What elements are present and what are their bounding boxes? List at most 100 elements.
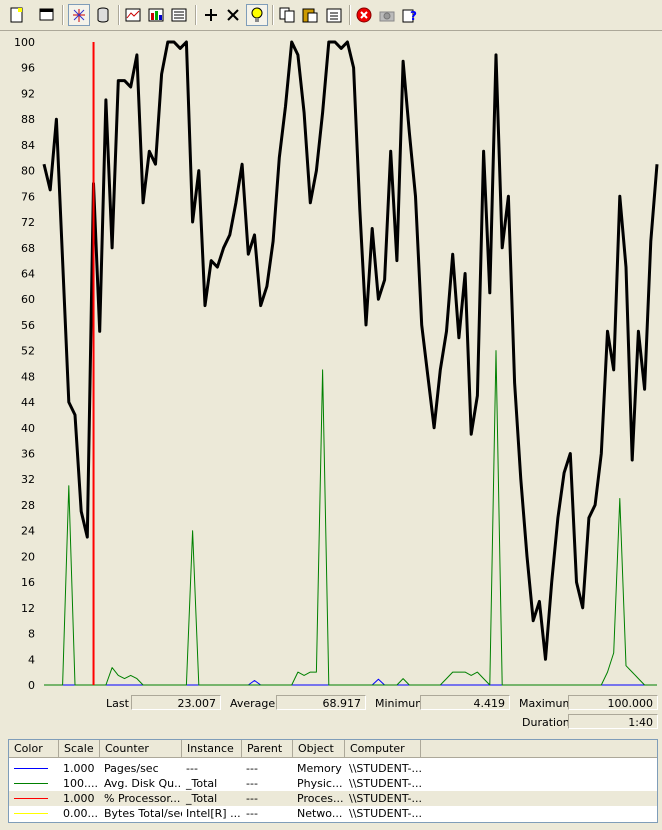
y-tick-label: 28 <box>21 499 35 512</box>
performance-graph: 1009692888480767268646056524844403632282… <box>14 36 659 692</box>
toolbar-separator <box>349 5 351 25</box>
legend-instance: _Total <box>186 792 218 805</box>
delete-counter-icon[interactable] <box>222 4 244 26</box>
legend-row-selected[interactable]: 1.000 % Processor... _Total --- Proces..… <box>9 791 657 806</box>
column-header-color[interactable]: Color <box>9 740 59 757</box>
y-tick-label: 72 <box>21 216 35 229</box>
y-tick-label: 68 <box>21 242 35 255</box>
legend-counter: Bytes Total/sec <box>104 807 182 820</box>
legend-counter: Pages/sec <box>104 762 159 775</box>
paste-counter-list-icon[interactable] <box>299 4 321 26</box>
y-tick-label: 32 <box>21 473 35 486</box>
legend-scale: 1.000 <box>63 762 95 775</box>
column-header-scale[interactable]: Scale <box>59 740 100 757</box>
column-header-instance[interactable]: Instance <box>182 740 242 757</box>
y-tick-label: 8 <box>28 628 35 641</box>
view-log-data-icon[interactable] <box>92 4 114 26</box>
legend-object: Proces... <box>297 792 344 805</box>
toolbar-separator <box>118 5 120 25</box>
series-line-avg-disk-qu <box>44 350 657 686</box>
maximum-label: Maximum <box>519 697 574 710</box>
legend-counter: Avg. Disk Qu... <box>104 777 182 790</box>
legend-parent: --- <box>246 792 258 805</box>
y-tick-label: 40 <box>21 422 35 435</box>
legend-computer: \\STUDENT-... <box>349 777 422 790</box>
y-tick-label: 56 <box>21 319 35 332</box>
y-tick-label: 52 <box>21 345 35 358</box>
minimum-label: Minimum <box>375 697 426 710</box>
column-header-computer[interactable]: Computer <box>345 740 421 757</box>
legend-instance: _Total <box>186 777 218 790</box>
legend-object: Memory <box>297 762 342 775</box>
y-tick-label: 36 <box>21 448 35 461</box>
average-label: Average <box>230 697 276 710</box>
legend-parent: --- <box>246 762 258 775</box>
legend-header: Color Scale Counter Instance Parent Obje… <box>9 740 657 758</box>
legend-scale: 0.00... <box>63 807 98 820</box>
legend-object: Physic... <box>297 777 343 790</box>
view-current-activity-icon[interactable] <box>68 4 90 26</box>
y-tick-label: 84 <box>21 139 35 152</box>
legend-computer: \\STUDENT-... <box>349 807 422 820</box>
properties-icon[interactable] <box>323 4 345 26</box>
legend-scale: 100.... <box>63 777 98 790</box>
view-histogram-icon[interactable] <box>145 4 167 26</box>
y-tick-label: 60 <box>21 293 35 306</box>
legend-parent: --- <box>246 807 258 820</box>
legend-computer: \\STUDENT-... <box>349 792 422 805</box>
legend-row[interactable]: 1.000 Pages/sec --- --- Memory \\STUDENT… <box>9 761 657 776</box>
series-line--processor <box>42 40 659 661</box>
series-line-pages-sec <box>44 678 657 686</box>
legend-instance: --- <box>186 762 198 775</box>
y-tick-label: 48 <box>21 370 35 383</box>
update-data-icon[interactable] <box>376 4 398 26</box>
duration-value: 1:40 <box>568 714 658 729</box>
y-tick-label: 16 <box>21 576 35 589</box>
legend-instance: Intel[R] ... <box>186 807 241 820</box>
color-swatch <box>14 783 48 784</box>
color-swatch <box>14 798 48 799</box>
toolbar-separator <box>272 5 274 25</box>
highlight-icon[interactable] <box>246 4 268 26</box>
toolbar: ? <box>0 0 662 31</box>
column-header-object[interactable]: Object <box>293 740 345 757</box>
y-tick-label: 76 <box>21 190 35 203</box>
graph-panel: 100 96 92 88 84 80 76 72 68 64 60 56 52 48 44 40 36 32 28 2… <box>0 30 662 692</box>
y-tick-label: 88 <box>21 113 35 126</box>
legend-object: Netwo... <box>297 807 343 820</box>
svg-text:?: ? <box>410 9 417 23</box>
duration-label: Duration <box>522 716 570 729</box>
y-tick-label: 44 <box>21 396 35 409</box>
freeze-display-icon[interactable] <box>353 4 375 26</box>
y-tick-label: 100 <box>14 36 35 49</box>
view-graph-icon[interactable] <box>122 4 144 26</box>
y-tick-label: 12 <box>21 602 35 615</box>
y-tick-label: 4 <box>28 653 35 666</box>
last-value: 23.007 <box>131 695 221 710</box>
help-icon[interactable]: ? <box>399 4 421 26</box>
counter-legend: Color Scale Counter Instance Parent Obje… <box>8 739 658 823</box>
toolbar-separator <box>195 5 197 25</box>
toolbar-separator <box>62 5 64 25</box>
add-counter-icon[interactable] <box>200 4 222 26</box>
legend-computer: \\STUDENT-... <box>349 762 422 775</box>
y-tick-label: 0 <box>28 679 35 690</box>
legend-counter: % Processor... <box>104 792 181 805</box>
y-tick-label: 96 <box>21 62 35 75</box>
copy-properties-icon[interactable] <box>276 4 298 26</box>
clear-display-icon[interactable] <box>36 4 58 26</box>
legend-row[interactable]: 0.00... Bytes Total/sec Intel[R] ... ---… <box>9 806 657 821</box>
column-header-counter[interactable]: Counter <box>100 740 182 757</box>
legend-row[interactable]: 100.... Avg. Disk Qu... _Total --- Physi… <box>9 776 657 791</box>
y-tick-label: 20 <box>21 550 35 563</box>
legend-parent: --- <box>246 777 258 790</box>
last-label: Last <box>106 697 129 710</box>
color-swatch <box>14 813 48 814</box>
y-tick-label: 92 <box>21 87 35 100</box>
column-header-parent[interactable]: Parent <box>242 740 293 757</box>
view-report-icon[interactable] <box>168 4 190 26</box>
y-tick-label: 80 <box>21 165 35 178</box>
color-swatch <box>14 768 48 769</box>
new-counter-set-icon[interactable] <box>6 4 28 26</box>
maximum-value: 100.000 <box>568 695 658 710</box>
